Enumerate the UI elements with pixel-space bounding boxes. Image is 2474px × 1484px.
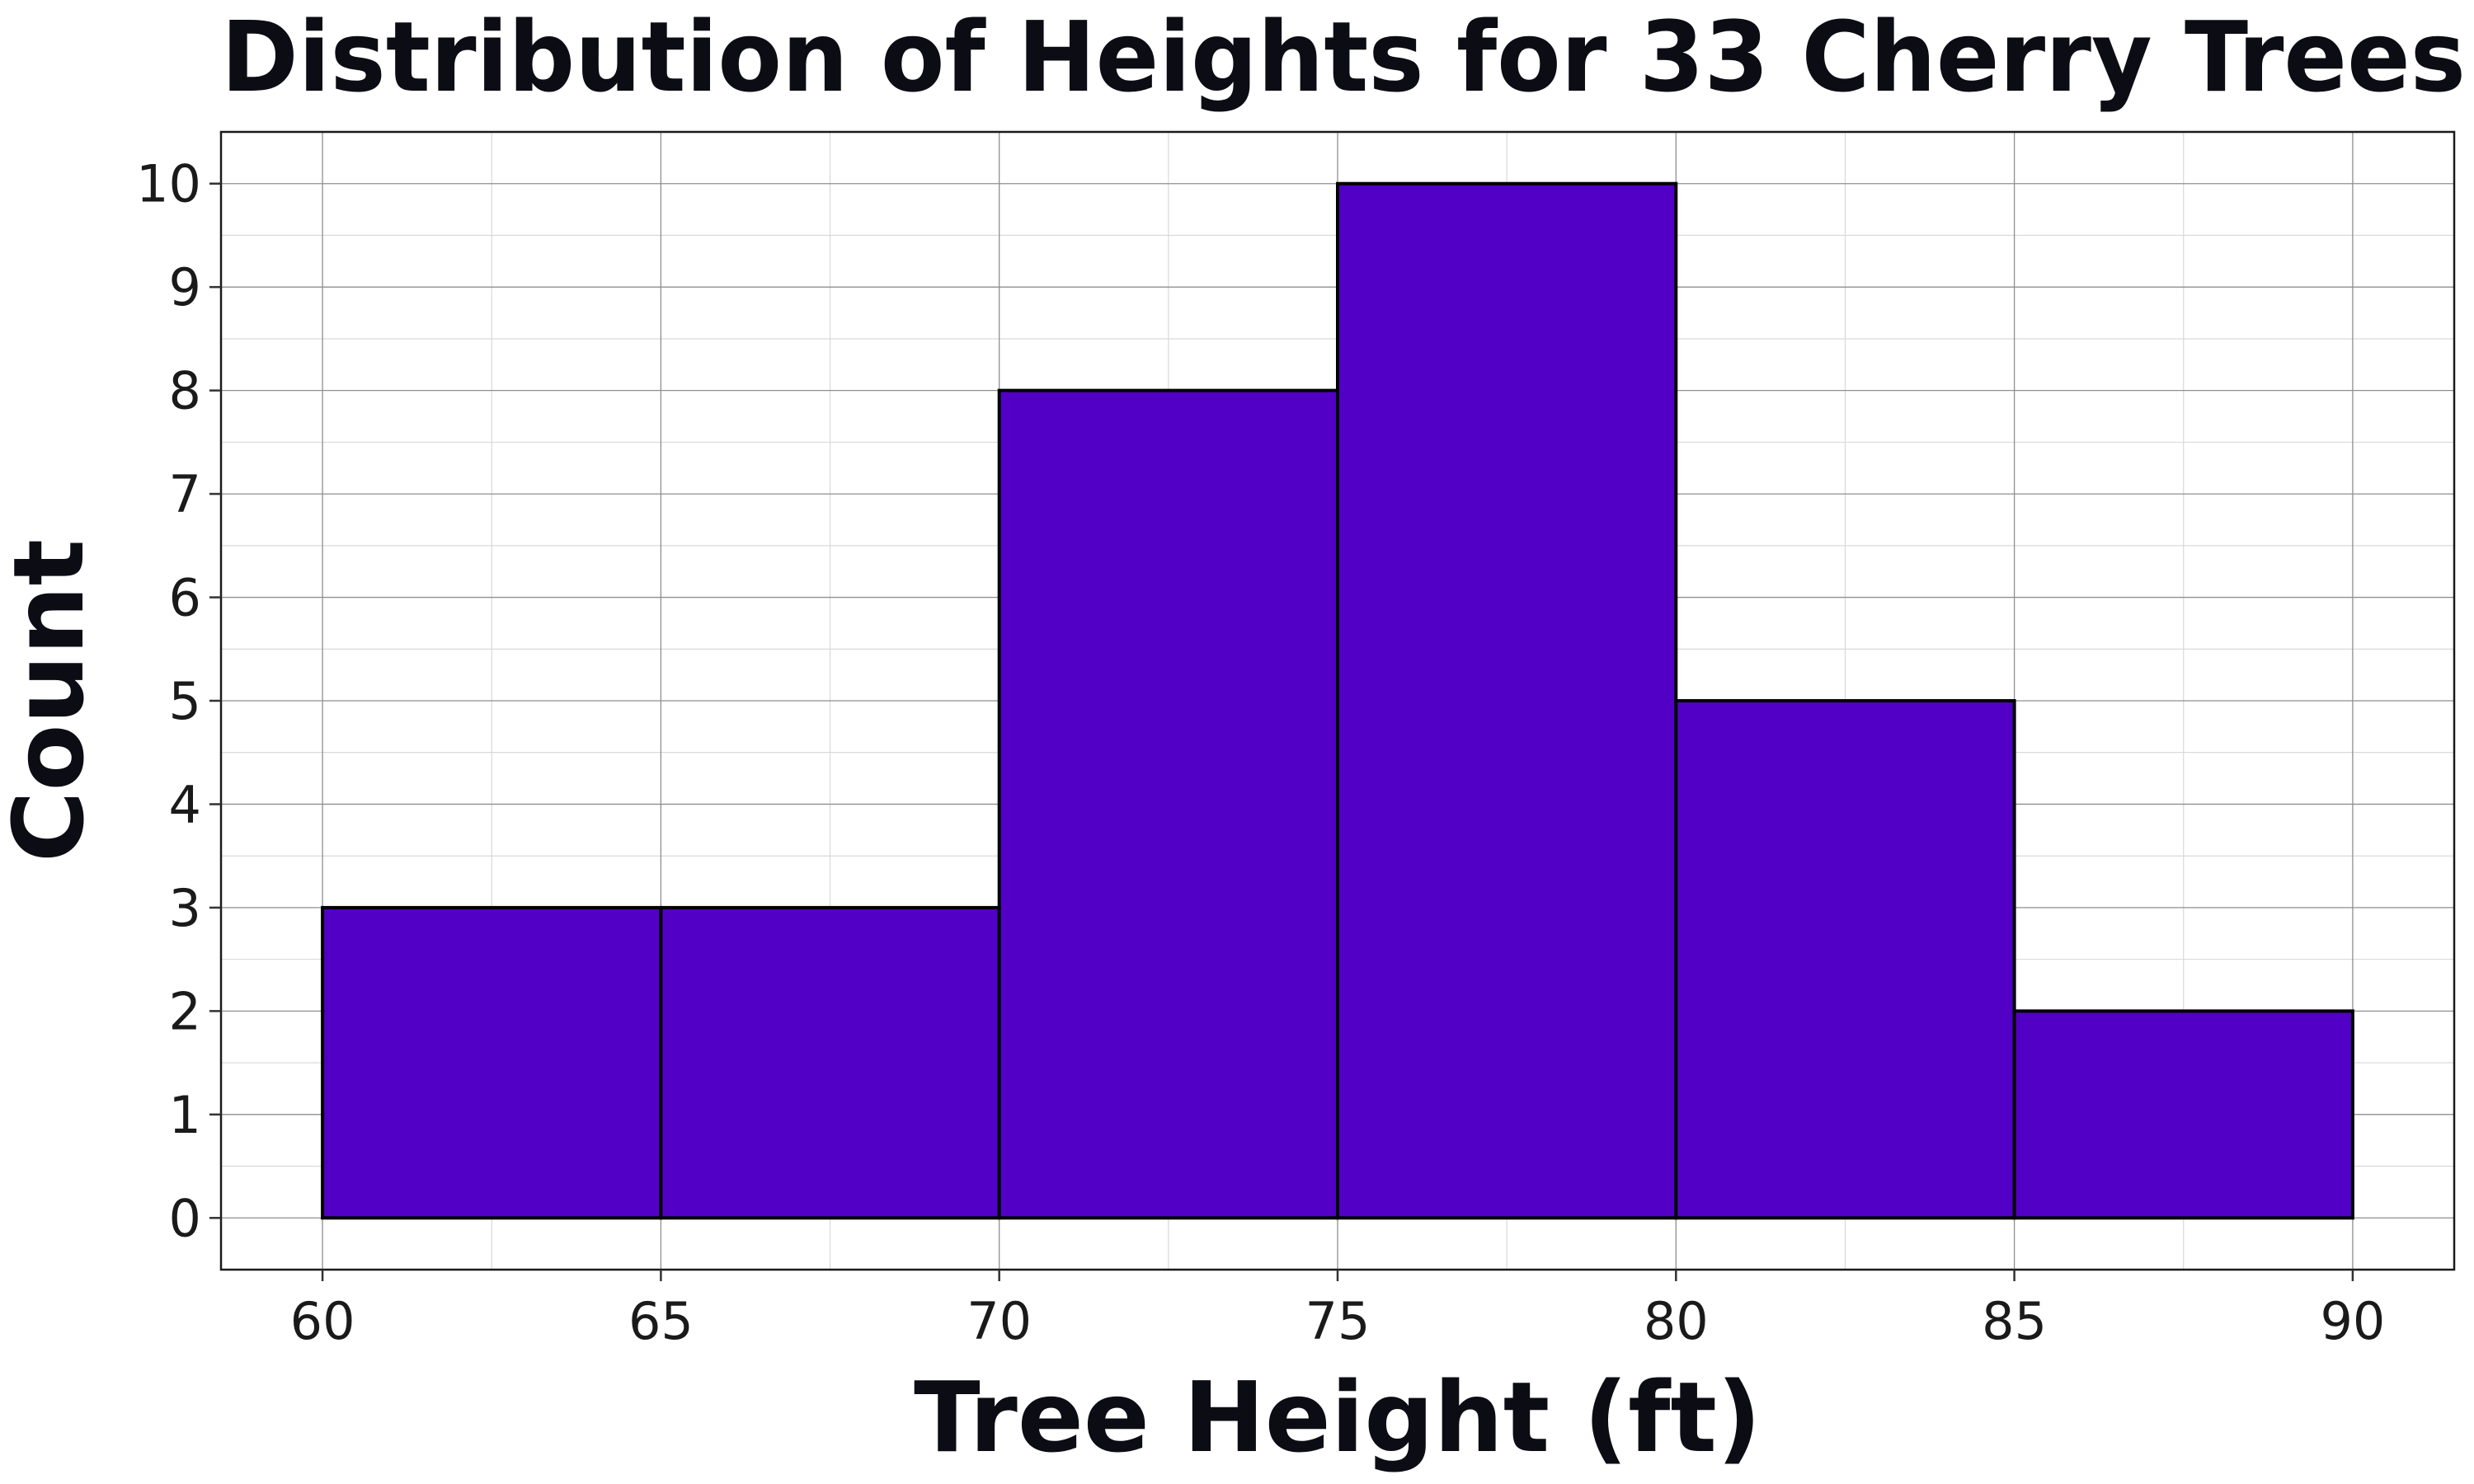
y-tick-label: 0 bbox=[169, 1188, 201, 1248]
axis-ticks: 60 65 70 75 80 85 90 0 1 2 3 4 5 6 7 8 9 10 bbox=[136, 154, 2385, 1351]
x-tick-label: 80 bbox=[1644, 1291, 1709, 1351]
histogram-bar bbox=[997, 388, 1340, 1220]
y-tick-label: 3 bbox=[169, 878, 201, 938]
histogram-bar bbox=[659, 905, 1001, 1220]
y-tick-label: 4 bbox=[169, 774, 201, 834]
histogram-bar bbox=[1336, 181, 1678, 1220]
y-tick-label: 2 bbox=[169, 981, 201, 1041]
y-tick-label: 9 bbox=[169, 257, 201, 317]
x-tick-label: 60 bbox=[290, 1291, 355, 1351]
y-tick-label: 7 bbox=[169, 464, 201, 524]
y-tick-label: 1 bbox=[169, 1085, 201, 1145]
histogram-bar bbox=[1674, 699, 2016, 1220]
chart-title: Distribution of Heights for 33 Cherry Tr… bbox=[221, 0, 2466, 114]
histogram-bar bbox=[321, 905, 663, 1220]
x-tick-label: 75 bbox=[1305, 1291, 1371, 1351]
y-axis-title: Count bbox=[0, 539, 106, 862]
x-tick-label: 70 bbox=[967, 1291, 1032, 1351]
histogram-bars bbox=[321, 181, 2354, 1220]
y-tick-label: 8 bbox=[169, 361, 201, 421]
x-tick-label: 90 bbox=[2320, 1291, 2385, 1351]
y-tick-label: 6 bbox=[169, 568, 201, 628]
x-tick-label: 65 bbox=[628, 1291, 694, 1351]
histogram-bar bbox=[2012, 1009, 2354, 1220]
x-tick-label: 85 bbox=[1982, 1291, 2047, 1351]
y-tick-label: 10 bbox=[136, 154, 201, 214]
x-axis-title: Tree Height (ft) bbox=[914, 1360, 1761, 1474]
y-tick-label: 5 bbox=[169, 671, 201, 731]
